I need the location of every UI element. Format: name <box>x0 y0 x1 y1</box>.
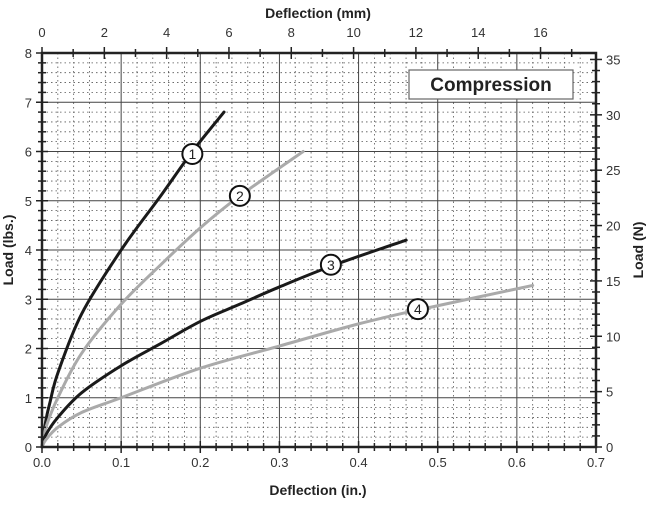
y-tick-label: 4 <box>25 243 32 258</box>
series-marker-circle-2 <box>228 184 251 207</box>
grid <box>42 53 596 447</box>
y-tick-label: 0 <box>25 440 32 455</box>
x-tick-label: 0.1 <box>112 455 130 470</box>
x-tick-label: 0.5 <box>429 455 447 470</box>
y2-tick-label: 0 <box>606 440 613 455</box>
x-tick-label: 0.6 <box>508 455 526 470</box>
series-line-1 <box>40 110 226 449</box>
series-label-1: 1 <box>188 146 196 162</box>
x2-tick-label: 12 <box>409 25 423 40</box>
x2-tick-label: 10 <box>346 25 360 40</box>
y2-tick-label: 30 <box>606 108 620 123</box>
y2-tick-label: 15 <box>606 274 620 289</box>
y-tick-label: 6 <box>25 145 32 160</box>
series-line-3 <box>40 238 408 449</box>
y-tick-label: 1 <box>25 391 32 406</box>
annotation-text: Compression <box>430 75 551 96</box>
x-tick-label: 0.2 <box>191 455 209 470</box>
compression-annotation: Compression <box>408 69 574 100</box>
series-marker-circle-3 <box>319 253 342 276</box>
series-label-4: 4 <box>414 301 422 317</box>
x2-tick-label: 14 <box>471 25 485 40</box>
x2-tick-label: 16 <box>533 25 547 40</box>
series-group: 1 2 3 4 <box>40 110 535 449</box>
y2-tick-label: 25 <box>606 163 620 178</box>
y-tick-label: 2 <box>25 342 32 357</box>
x-tick-label: 0.4 <box>350 455 368 470</box>
y2-tick-label: 35 <box>606 52 620 67</box>
x2-axis-label: Deflection (mm) <box>265 5 371 21</box>
y2-tick-label: 20 <box>606 219 620 234</box>
x2-tick-label: 4 <box>163 25 170 40</box>
series-marker-circle-4 <box>406 298 429 321</box>
y-tick-label: 7 <box>25 95 32 110</box>
y-tick-label: 8 <box>25 46 32 61</box>
y2-tick-label: 5 <box>606 385 613 400</box>
x2-tick-label: 0 <box>38 25 45 40</box>
x-tick-label: 0.0 <box>33 455 51 470</box>
series-label-2: 2 <box>236 188 244 204</box>
y-tick-label: 5 <box>25 194 32 209</box>
y2-tick-label: 10 <box>606 329 620 344</box>
series-label-3: 3 <box>327 257 335 273</box>
y2-axis-label: Load (N) <box>630 222 646 279</box>
x-axis-label: Deflection (in.) <box>269 482 366 498</box>
series-line-4 <box>40 283 535 449</box>
x2-tick-label: 6 <box>225 25 232 40</box>
x-tick-label: 0.3 <box>270 455 288 470</box>
x2-tick-label: 8 <box>288 25 295 40</box>
x2-tick-label: 2 <box>101 25 108 40</box>
series-marker-circle-1 <box>181 142 204 165</box>
y-axis-label: Load (lbs.) <box>0 215 16 286</box>
series-line-2 <box>40 150 305 449</box>
y-tick-label: 3 <box>25 292 32 307</box>
x-tick-label: 0.7 <box>587 455 605 470</box>
